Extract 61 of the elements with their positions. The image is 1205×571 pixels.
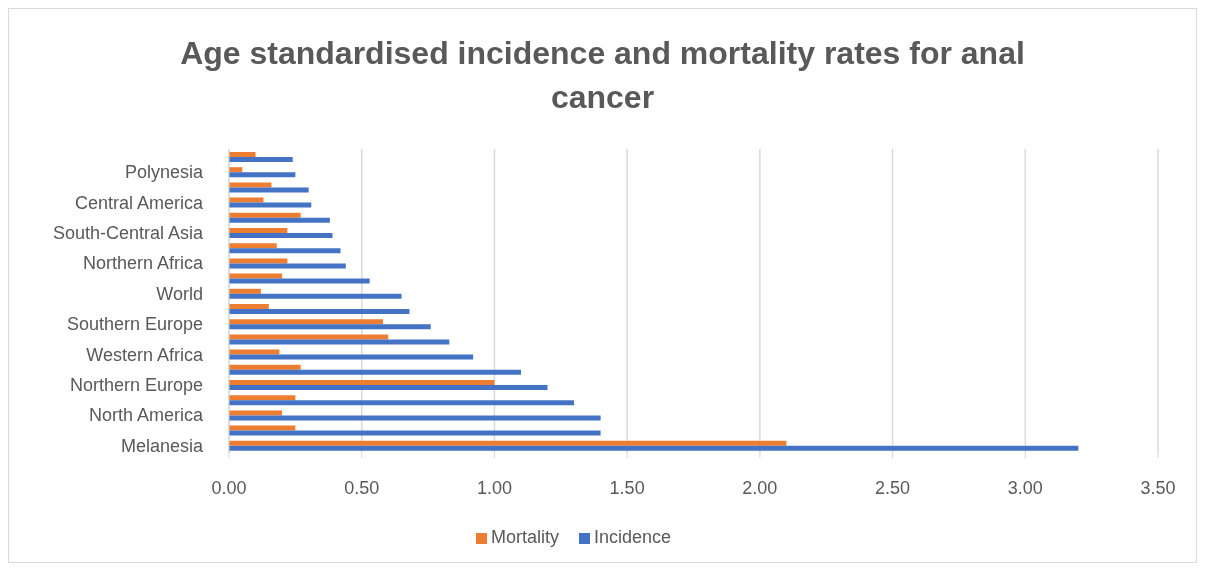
y-tick-label: World xyxy=(156,283,203,304)
bar xyxy=(229,288,261,294)
bar xyxy=(229,293,402,299)
y-tick-label: Northern Europe xyxy=(69,374,203,395)
bar xyxy=(229,415,601,421)
bar xyxy=(229,258,288,264)
x-tick-label: 1.00 xyxy=(476,477,512,498)
y-tick-label: South-Central Asia xyxy=(52,222,204,243)
x-tick-label: 2.50 xyxy=(875,477,911,498)
bar xyxy=(229,445,1079,451)
bar xyxy=(229,182,272,188)
bar xyxy=(229,430,601,436)
bar xyxy=(229,263,346,269)
bar xyxy=(229,217,330,223)
bar xyxy=(229,410,283,416)
bar xyxy=(229,228,288,233)
bar xyxy=(229,319,383,325)
bar xyxy=(229,395,296,401)
x-tick-label: 0.00 xyxy=(211,477,247,498)
bar xyxy=(229,380,495,385)
x-tick-label: 2.00 xyxy=(742,477,778,498)
bar xyxy=(229,400,575,406)
y-tick-label: Northern Africa xyxy=(82,253,204,274)
x-tick-label: 3.00 xyxy=(1007,477,1043,498)
bar xyxy=(229,425,296,431)
bar xyxy=(229,364,301,370)
y-tick-label: Western Africa xyxy=(86,344,204,365)
bar xyxy=(229,157,293,162)
x-tick-label: 0.50 xyxy=(344,477,380,498)
bar xyxy=(229,349,280,355)
bar xyxy=(229,324,431,330)
bar xyxy=(229,212,301,218)
bar xyxy=(229,243,277,249)
bar xyxy=(229,369,521,375)
bar xyxy=(229,278,370,284)
y-tick-label: Central America xyxy=(74,192,204,213)
bar xyxy=(229,152,256,157)
legend-label: Incidence xyxy=(593,527,672,547)
y-tick-label: Southern Europe xyxy=(66,314,203,335)
x-tick-label: 3.50 xyxy=(1140,477,1176,498)
bar xyxy=(229,339,450,345)
bar xyxy=(229,309,410,314)
bar xyxy=(229,172,296,178)
legend-label: Mortality xyxy=(490,527,559,547)
bar xyxy=(229,233,333,238)
bar xyxy=(229,248,341,254)
bar xyxy=(229,385,548,390)
bar xyxy=(229,440,787,446)
bar xyxy=(229,334,389,340)
x-tick-label: 1.50 xyxy=(609,477,645,498)
y-tick-label: Polynesia xyxy=(124,162,204,183)
bar xyxy=(229,304,269,309)
chart-title: Age standardised incidence and mortality rates for anal cancer xyxy=(179,34,1026,117)
bar xyxy=(229,354,474,360)
bar xyxy=(229,202,312,208)
bar xyxy=(229,273,283,279)
bar xyxy=(229,197,264,203)
y-tick-label: North America xyxy=(88,405,204,426)
y-tick-label: Melanesia xyxy=(120,435,204,456)
bar xyxy=(229,187,309,193)
bar xyxy=(229,167,243,173)
